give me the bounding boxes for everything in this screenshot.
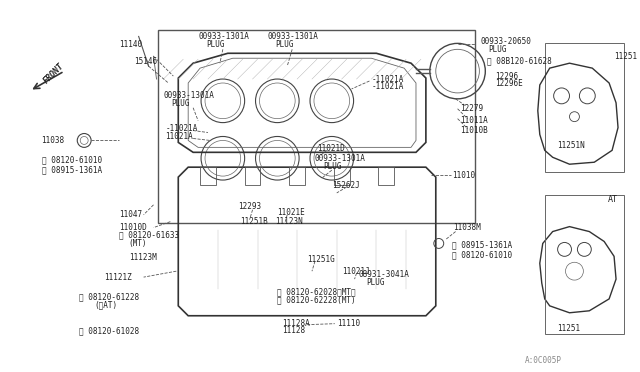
Text: 00933-1301A: 00933-1301A	[268, 32, 318, 41]
Text: 00933-1301A: 00933-1301A	[315, 154, 366, 163]
Bar	[159, 29, 476, 223]
Text: 11251: 11251	[557, 324, 580, 333]
Text: Ⓑ 08B120-61628: Ⓑ 08B120-61628	[487, 56, 552, 65]
Bar	[545, 195, 624, 334]
Text: 12296: 12296	[495, 71, 518, 81]
Text: Ⓑ 08120-61010: Ⓑ 08120-61010	[452, 250, 512, 259]
Text: 11128: 11128	[282, 326, 305, 335]
Text: 11121Z: 11121Z	[104, 273, 132, 282]
Text: 11011A: 11011A	[461, 116, 488, 125]
Text: PLUG: PLUG	[275, 40, 294, 49]
Text: 11021E: 11021E	[277, 208, 305, 217]
Bar	[378, 167, 394, 185]
Text: 11038: 11038	[42, 136, 65, 145]
Text: 11010B: 11010B	[461, 126, 488, 135]
Text: 12296E: 12296E	[495, 80, 523, 89]
Text: 15146: 15146	[134, 57, 157, 66]
Bar	[200, 167, 216, 185]
Text: 11110: 11110	[337, 319, 360, 328]
Text: Ⓑ 08120-61028: Ⓑ 08120-61028	[79, 327, 140, 336]
Bar	[244, 167, 260, 185]
Text: 11140: 11140	[119, 40, 142, 49]
Text: 11128A: 11128A	[282, 319, 310, 328]
Text: 12293: 12293	[237, 202, 261, 211]
Text: 11010D: 11010D	[119, 223, 147, 232]
Text: Ⓑ 08120-61010: Ⓑ 08120-61010	[42, 155, 102, 164]
Text: 00933-1301A: 00933-1301A	[198, 32, 249, 41]
Text: 11251G: 11251G	[307, 255, 335, 264]
Text: 11010: 11010	[452, 171, 475, 180]
Bar	[545, 44, 624, 172]
Text: 00933-1301A: 00933-1301A	[163, 92, 214, 100]
Text: 11251N: 11251N	[557, 141, 586, 150]
Text: Ⓑ 08120-62228(MT): Ⓑ 08120-62228(MT)	[277, 295, 356, 304]
Text: 11251B: 11251B	[240, 217, 268, 226]
Text: -11021A: -11021A	[371, 74, 404, 84]
Text: (チAT): (チAT)	[94, 301, 117, 310]
Text: 11047: 11047	[119, 210, 142, 219]
Text: 11021A: 11021A	[165, 132, 193, 141]
Text: PLUG: PLUG	[172, 99, 190, 108]
Text: 12279: 12279	[461, 104, 484, 113]
Text: Ⓑ 08120-62028【MT】: Ⓑ 08120-62028【MT】	[277, 287, 356, 296]
Text: 11251: 11251	[614, 52, 637, 61]
Text: FRONT: FRONT	[42, 61, 66, 85]
Text: PLUG: PLUG	[367, 278, 385, 287]
Text: 11021J: 11021J	[342, 267, 369, 276]
Text: 15262J: 15262J	[332, 180, 360, 189]
Text: -11021A: -11021A	[371, 83, 404, 92]
Text: AT: AT	[608, 195, 618, 204]
Text: 11038M: 11038M	[454, 223, 481, 232]
Text: 11123N: 11123N	[275, 217, 303, 226]
Text: Ⓑ 08120-61228: Ⓑ 08120-61228	[79, 292, 140, 301]
Text: PLUG: PLUG	[206, 40, 225, 49]
Bar	[289, 167, 305, 185]
Text: (MT): (MT)	[129, 240, 147, 248]
Text: Ⓦ 08915-1361A: Ⓦ 08915-1361A	[42, 165, 102, 174]
Text: 11021D: 11021D	[317, 144, 345, 153]
Text: 08931-3041A: 08931-3041A	[358, 270, 410, 279]
Text: -11021A: -11021A	[165, 124, 198, 133]
Text: 11123M: 11123M	[129, 253, 157, 262]
Text: 00933-20650: 00933-20650	[481, 37, 531, 46]
Text: Ⓑ 08120-61633: Ⓑ 08120-61633	[119, 231, 179, 240]
Text: PLUG: PLUG	[488, 45, 507, 54]
Text: Ⓦ 08915-1361A: Ⓦ 08915-1361A	[452, 240, 512, 249]
Text: PLUG: PLUG	[323, 162, 341, 171]
Text: A:0C005P: A:0C005P	[525, 356, 562, 365]
Bar	[334, 167, 349, 185]
